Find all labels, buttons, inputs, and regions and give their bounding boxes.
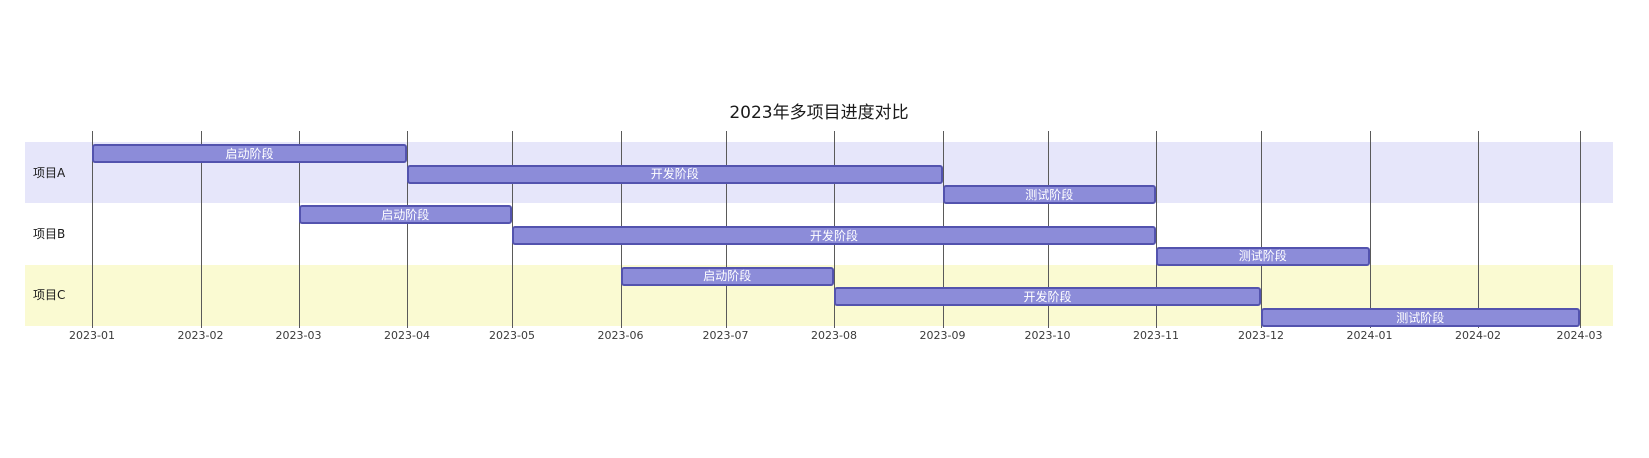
month-gridline xyxy=(1261,131,1262,328)
x-tick-label: 2023-06 xyxy=(597,329,644,342)
gantt-bar-label: 测试阶段 xyxy=(1396,310,1445,325)
gantt-bar-label: 测试阶段 xyxy=(1238,249,1287,264)
x-tick-label: 2023-01 xyxy=(69,329,115,342)
month-gridline xyxy=(92,131,93,328)
gantt-bar-label: 启动阶段 xyxy=(225,146,274,161)
gantt-bar: 启动阶段 xyxy=(298,205,512,225)
month-gridline xyxy=(299,131,300,328)
month-gridline xyxy=(1370,131,1371,328)
gantt-bar: 开发阶段 xyxy=(407,164,943,184)
month-gridline xyxy=(407,131,408,328)
gantt-bar: 测试阶段 xyxy=(1261,308,1580,328)
gantt-bar: 测试阶段 xyxy=(1156,246,1370,266)
x-tick-label: 2023-05 xyxy=(489,329,535,342)
gantt-bar: 开发阶段 xyxy=(834,287,1261,307)
gantt-bar-label: 启动阶段 xyxy=(703,269,752,284)
chart-title: 2023年多项目进度对比 xyxy=(729,103,909,123)
x-tick-label: 2024-02 xyxy=(1455,329,1501,342)
gantt-bar-label: 启动阶段 xyxy=(381,207,430,222)
x-tick-label: 2023-10 xyxy=(1024,329,1071,342)
row-label: 项目C xyxy=(33,288,66,303)
x-tick-label: 2024-03 xyxy=(1556,329,1603,342)
x-tick-label: 2024-01 xyxy=(1346,329,1393,342)
x-tick-label: 2023-11 xyxy=(1133,329,1179,342)
x-tick-label: 2023-03 xyxy=(275,329,322,342)
row-label: 项目B xyxy=(33,226,66,241)
month-gridline xyxy=(1156,131,1157,328)
row-label: 项目A xyxy=(33,165,66,180)
gantt-bar: 启动阶段 xyxy=(92,144,407,163)
x-tick-label: 2023-02 xyxy=(177,329,224,342)
gantt-bar-label: 开发阶段 xyxy=(650,167,699,182)
x-tick-label: 2023-07 xyxy=(702,329,749,342)
gantt-bar: 开发阶段 xyxy=(512,226,1156,246)
x-tick-label: 2023-08 xyxy=(811,329,857,342)
gantt-bar: 启动阶段 xyxy=(620,266,834,286)
month-gridline xyxy=(1478,131,1479,328)
gantt-bar: 测试阶段 xyxy=(942,185,1156,205)
gantt-bar-label: 开发阶段 xyxy=(1023,289,1072,304)
x-tick-label: 2023-04 xyxy=(384,329,430,342)
x-tick-label: 2023-12 xyxy=(1238,329,1284,342)
x-tick-label: 2023-09 xyxy=(919,329,966,342)
month-gridline xyxy=(201,131,202,328)
month-gridline xyxy=(1580,131,1581,328)
gantt-bar-label: 开发阶段 xyxy=(809,228,858,243)
gantt-bar-label: 测试阶段 xyxy=(1025,187,1074,202)
